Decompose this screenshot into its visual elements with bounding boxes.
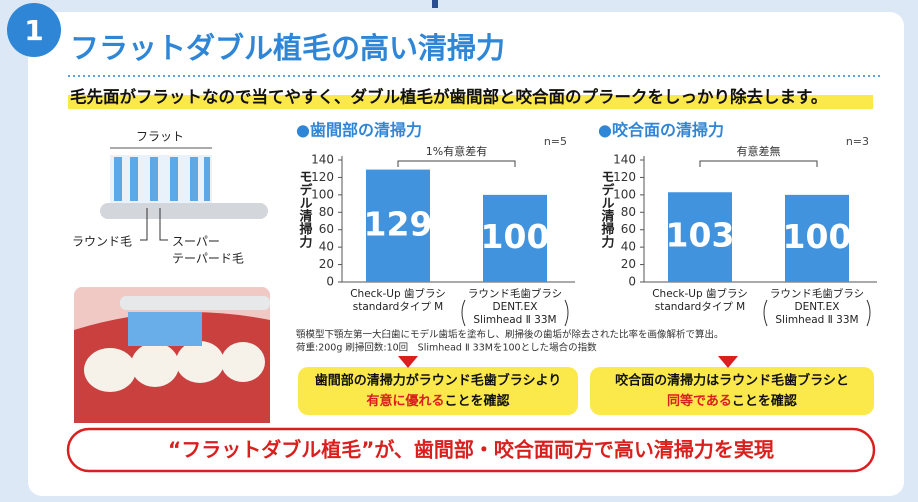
bar — [366, 169, 430, 282]
handle — [100, 203, 268, 219]
category-label: DENT.EX — [493, 301, 538, 313]
sample-size: n=5 — [544, 135, 567, 148]
label-flat: フラット — [136, 130, 184, 144]
y-axis-label: モデル清掃力 — [297, 170, 313, 249]
highlight — [68, 95, 873, 109]
pointer — [140, 208, 168, 241]
note: 顎模型下顎左第一大臼歯にモデル歯垢を塗布し、刷掃後の歯垢が除去された比率を画像解… — [296, 329, 724, 341]
lead: 毛先面がフラットなので当てやすく、ダブル植毛が歯間部と咬合面のプラークをしっかり… — [70, 87, 827, 107]
y-tick-label: 100 — [311, 187, 334, 201]
callout-text: 歯間部の清掃力がラウンド毛歯ブラシより — [315, 373, 561, 389]
y-tick-label: 140 — [613, 153, 636, 167]
paren — [564, 299, 569, 327]
category-label: Check-Up 歯ブラシ — [350, 287, 446, 300]
bristles — [110, 155, 212, 203]
number-badge — [7, 3, 61, 57]
y-tick-label: 40 — [319, 240, 334, 254]
paren — [763, 299, 768, 327]
y-tick-label: 80 — [621, 205, 636, 219]
callout-text: 咬合面の清掃力はラウンド毛歯ブラシと — [615, 373, 849, 389]
significance-bracket — [397, 160, 516, 167]
title: フラットダブル植毛の高い清掃力 — [70, 31, 505, 65]
y-axis-label: モデル清掃力 — [599, 170, 615, 249]
significance-bracket — [699, 160, 818, 167]
bar — [668, 192, 732, 282]
y-tick-label: 100 — [613, 187, 636, 201]
chart-title: ●咬合面の清掃力 — [598, 121, 724, 140]
callout-tail: ことを確認 — [732, 393, 797, 409]
paren — [461, 299, 466, 327]
sample-size: n=3 — [846, 135, 869, 148]
label-super: スーパー — [172, 235, 220, 249]
y-tick-label: 60 — [621, 222, 636, 236]
category-label: Check-Up 歯ブラシ — [652, 287, 748, 300]
callout-text: 同等であることを確認 — [667, 393, 797, 409]
note: 荷重:200g 刷掃回数:10回 Slimhead Ⅱ 33Mを100とした場合… — [296, 342, 597, 354]
y-tick-label: 140 — [311, 153, 334, 167]
significance: 有意差無 — [737, 144, 781, 158]
conclusion-box — [66, 427, 876, 473]
y-tick-label: 20 — [319, 257, 334, 271]
category-label: ラウンド毛歯ブラシ — [468, 287, 562, 300]
callout-arrow — [718, 356, 738, 368]
category-label: standardタイプ M — [655, 301, 745, 313]
significance: 1%有意差有 — [426, 144, 487, 158]
callout-box — [590, 367, 874, 415]
emphasis: 同等である — [667, 393, 732, 409]
callout-box — [298, 367, 578, 415]
paren — [866, 299, 871, 327]
y-tick-label: 80 — [319, 205, 334, 219]
value-label: 100 — [783, 217, 852, 256]
y-tick-label: 40 — [621, 240, 636, 254]
category-label: Slimhead Ⅱ 33M — [775, 314, 858, 326]
y-tick-label: 120 — [311, 170, 334, 184]
chart-title: ●歯間部の清掃力 — [296, 121, 422, 140]
value-label: 129 — [364, 204, 433, 243]
bar — [785, 194, 849, 282]
category-label: Slimhead Ⅱ 33M — [473, 314, 556, 326]
y-tick-label: 60 — [319, 222, 334, 236]
value-label: 100 — [481, 217, 550, 256]
callout-tail: ことを確認 — [445, 393, 510, 409]
y-tick-label: 120 — [613, 170, 636, 184]
y-tick-label: 20 — [621, 257, 636, 271]
label-round: ラウンド毛 — [72, 235, 132, 249]
y-tick-label: 0 — [628, 275, 636, 289]
photo — [74, 287, 270, 423]
value-label: 103 — [666, 216, 735, 255]
category-label: ラウンド毛歯ブラシ — [770, 287, 864, 300]
callout-text: 有意に優れることを確認 — [366, 393, 509, 409]
top-mark — [432, 0, 438, 8]
category-label: standardタイプ M — [353, 301, 443, 313]
bar — [483, 194, 547, 282]
callout-arrow — [398, 356, 418, 368]
conclusion: “フラットダブル植毛”が、歯間部・咬合面両方で高い清掃力を実現 — [168, 438, 774, 462]
emphasis: 有意に優れる — [366, 393, 444, 409]
section-number: 1 — [24, 14, 43, 47]
panel — [28, 12, 904, 496]
category-label: DENT.EX — [795, 301, 840, 313]
label-tapered: テーパード毛 — [172, 252, 244, 266]
y-tick-label: 0 — [326, 275, 334, 289]
